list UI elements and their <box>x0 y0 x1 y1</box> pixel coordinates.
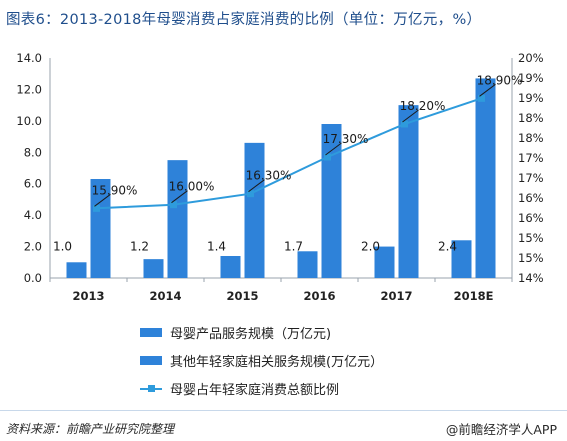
legend-label: 其他年轻家庭相关服务规模(万亿元） <box>170 354 384 370</box>
line-point <box>170 201 177 209</box>
line-point <box>247 190 254 198</box>
legend-swatch-bar <box>140 355 162 365</box>
y-right-tick-label: 17% <box>518 171 544 185</box>
bar-maternal-services <box>374 246 395 278</box>
line-label-leader <box>402 109 419 123</box>
y-right-tick-label: 19% <box>518 91 544 105</box>
bar-other-services <box>244 142 265 278</box>
y-left-tick-label: 12.0 <box>16 82 42 96</box>
chart-title: 图表6：2013-2018年母婴消费占家庭消费的比例（单位：万亿元，%） <box>6 12 482 28</box>
bar-other-services <box>475 78 496 278</box>
y-right-tick-label: 18% <box>518 131 544 145</box>
bar-data-label: 1.2 <box>130 240 149 254</box>
legend-label: 母婴产品服务规模（万亿元) <box>170 326 332 342</box>
bar-other-services <box>321 124 342 278</box>
y-right-tick-label: 18% <box>518 111 544 125</box>
line-data-label: 17.30% <box>323 132 369 146</box>
legend-swatch-line <box>140 384 162 393</box>
y-right-tick-label: 15% <box>518 251 544 265</box>
y-left-tick-label: 10.0 <box>16 114 42 128</box>
y-right-tick-label: 15% <box>518 231 544 245</box>
bar-maternal-services <box>143 259 164 278</box>
line-share-series <box>96 97 482 210</box>
y-left-tick-label: 14.0 <box>16 51 42 65</box>
y-right-tick-label: 17% <box>518 151 544 165</box>
bar-maternal-services <box>66 262 87 278</box>
bar-data-label: 2.0 <box>361 240 380 254</box>
bar-other-services <box>398 105 419 279</box>
bar-maternal-services <box>297 251 318 278</box>
line-data-label: 16.00% <box>169 180 215 194</box>
line-data-label: 18.90% <box>477 73 523 87</box>
brand-credit: @前瞻经济学人APP <box>446 419 557 438</box>
y-right-tick-label: 19% <box>518 71 544 85</box>
bar-data-label: 1.4 <box>207 240 226 254</box>
bar-other-services <box>167 160 188 278</box>
x-tick-label: 2013 <box>72 289 104 303</box>
y-left-tick-label: 2.0 <box>24 240 42 254</box>
line-point <box>93 204 100 212</box>
x-tick-label: 2014 <box>149 289 181 303</box>
line-data-label: 18.20% <box>400 99 446 113</box>
line-data-label: 15.90% <box>92 183 138 197</box>
bar-other-services <box>90 179 111 278</box>
bar-maternal-services <box>220 256 241 278</box>
line-point <box>401 120 408 128</box>
brand-text: @前瞻经济学人APP <box>445 422 557 437</box>
y-left-tick-label: 6.0 <box>24 177 42 191</box>
x-tick-label: 2018E <box>454 289 494 303</box>
source-note: 资料来源：前瞻产业研究院整理 <box>6 422 175 436</box>
y-left-tick-label: 4.0 <box>24 208 42 222</box>
x-tick-label: 2016 <box>303 289 335 303</box>
legend-item-other-services: 其他年轻家庭相关服务规模(万亿元） <box>140 351 384 370</box>
y-right-tick-label: 14% <box>518 271 544 285</box>
line-label-leader <box>94 193 111 207</box>
legend-item-maternal-services: 母婴产品服务规模（万亿元) <box>140 323 332 342</box>
x-tick-label: 2015 <box>226 289 258 303</box>
legend-label: 母婴占年轻家庭消费总额比例 <box>170 382 340 398</box>
y-right-tick-label: 16% <box>518 191 544 205</box>
bar-data-label: 1.0 <box>53 240 72 254</box>
y-right-tick-label: 16% <box>518 211 544 225</box>
y-right-tick-label: 20% <box>518 51 544 65</box>
line-point <box>324 153 331 161</box>
bar-data-label: 1.7 <box>284 240 303 254</box>
y-left-tick-label: 0.0 <box>24 271 42 285</box>
y-left-tick-label: 8.0 <box>24 145 42 159</box>
line-data-label: 16.30% <box>246 169 292 183</box>
line-label-leader <box>248 179 265 193</box>
bar-data-label: 2.4 <box>438 240 457 254</box>
line-label-leader <box>479 83 496 97</box>
x-tick-label: 2017 <box>380 289 412 303</box>
bar-maternal-services <box>451 240 472 278</box>
line-label-leader <box>171 190 188 204</box>
legend-item-share-line: 母婴占年轻家庭消费总额比例 <box>140 379 340 398</box>
legend-swatch-bar <box>140 327 162 337</box>
line-point <box>478 94 485 102</box>
line-label-leader <box>325 142 342 156</box>
footer: 资料来源：前瞻产业研究院整理 @前瞻经济学人APP <box>0 410 567 441</box>
